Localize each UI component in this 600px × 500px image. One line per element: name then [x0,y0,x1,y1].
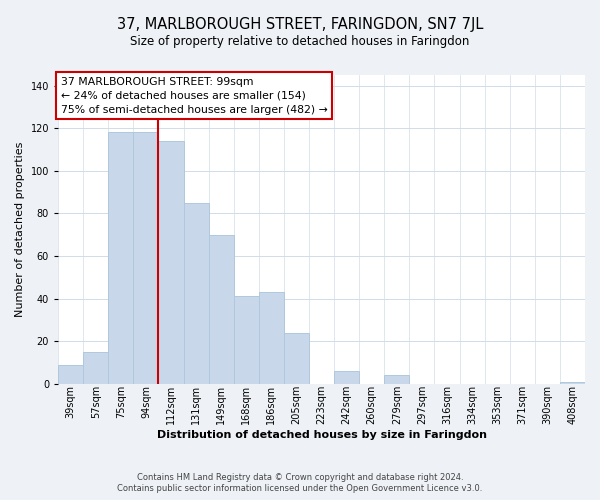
X-axis label: Distribution of detached houses by size in Faringdon: Distribution of detached houses by size … [157,430,487,440]
Y-axis label: Number of detached properties: Number of detached properties [15,142,25,317]
Bar [284,332,309,384]
Text: Size of property relative to detached houses in Faringdon: Size of property relative to detached ho… [130,35,470,48]
Bar [83,352,108,384]
Bar [133,132,158,384]
Bar [234,296,259,384]
Bar [334,371,359,384]
Text: 37, MARLBOROUGH STREET, FARINGDON, SN7 7JL: 37, MARLBOROUGH STREET, FARINGDON, SN7 7… [117,18,483,32]
Bar [158,141,184,384]
Bar [58,364,83,384]
Bar [384,375,409,384]
Bar [560,382,585,384]
Bar [108,132,133,384]
Bar [209,234,234,384]
Text: 37 MARLBOROUGH STREET: 99sqm
← 24% of detached houses are smaller (154)
75% of s: 37 MARLBOROUGH STREET: 99sqm ← 24% of de… [61,76,328,114]
Bar [184,202,209,384]
Text: Contains public sector information licensed under the Open Government Licence v3: Contains public sector information licen… [118,484,482,493]
Text: Contains HM Land Registry data © Crown copyright and database right 2024.: Contains HM Land Registry data © Crown c… [137,472,463,482]
Bar [259,292,284,384]
